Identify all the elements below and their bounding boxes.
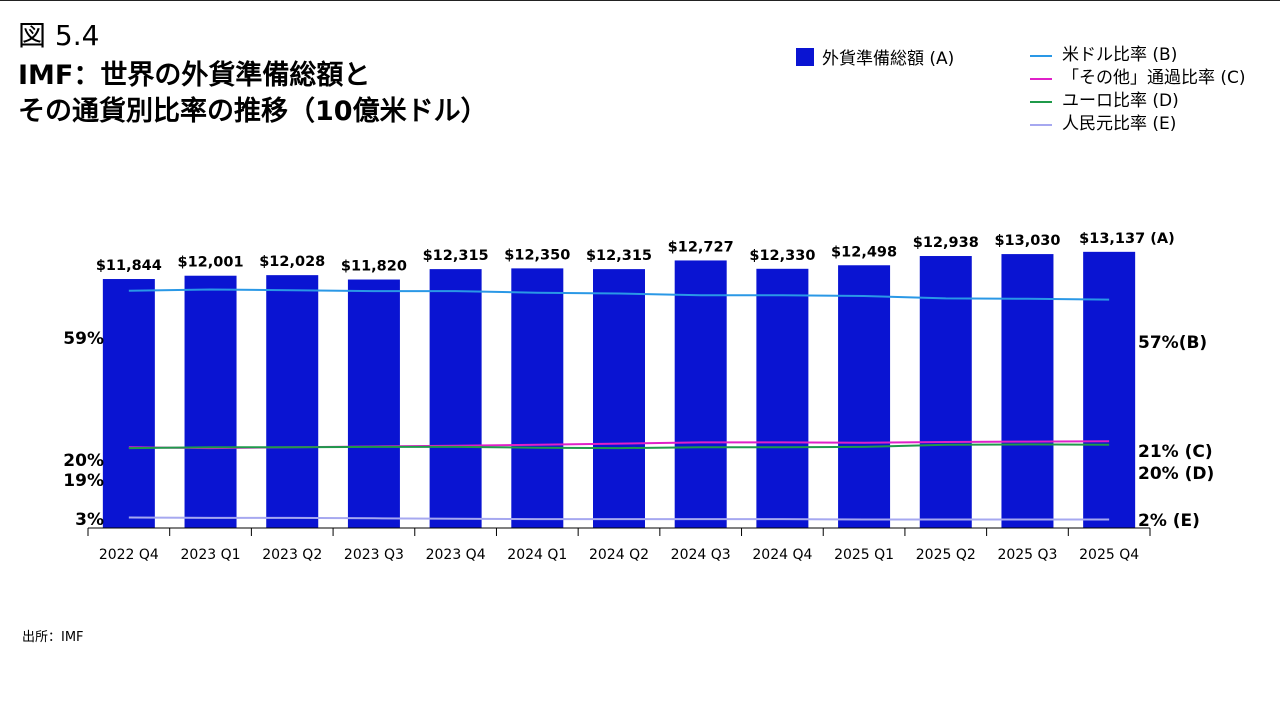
bar-value-label-4: $12,315: [423, 248, 489, 264]
x-tick-label-7: 2024 Q3: [671, 547, 731, 563]
legend-item-euro: ユーロ比率 (D): [1030, 90, 1246, 113]
line-start-label-euro: 19%: [63, 471, 104, 491]
x-tick-label-5: 2024 Q1: [507, 547, 567, 563]
bar-value-label-3: $11,820: [341, 259, 407, 275]
bar-value-label-0: $11,844: [96, 258, 162, 274]
bar-9: [838, 265, 891, 528]
legend-item-rmb: 人民元比率 (E): [1030, 113, 1246, 136]
line-series-rmb: [128, 516, 1110, 521]
chart-title: IMF：世界の外貨準備総額と その通貨別比率の推移（10億米ドル）: [18, 58, 488, 130]
bar-1: [184, 275, 237, 528]
bar-8: [756, 268, 809, 528]
x-tick-label-0: 2022 Q4: [99, 547, 159, 563]
bar-4: [429, 269, 482, 528]
line-end-label-usd: 57%(B): [1138, 333, 1207, 353]
legend-label-total-reserves: 外貨準備総額 (A): [822, 49, 955, 69]
legend-swatch-euro: [1030, 100, 1052, 103]
bar-6: [593, 269, 645, 528]
bar-value-label-10: $12,938: [913, 235, 979, 251]
bar-value-label-1: $12,001: [178, 255, 244, 271]
x-tick-label-3: 2023 Q3: [344, 547, 404, 563]
line-end-label-euro: 20% (D): [1138, 464, 1214, 484]
bar-0: [102, 279, 155, 528]
x-tick-label-10: 2025 Q2: [916, 547, 976, 563]
legend-label-other: 「その他」通過比率 (C): [1062, 68, 1246, 88]
legend-swatch-usd: [1030, 54, 1052, 57]
bar-value-label-7: $12,727: [668, 239, 734, 255]
bar-7: [674, 260, 727, 528]
bar-value-label-6: $12,315: [586, 248, 652, 264]
chart-title-line-1: IMF：世界の外貨準備総額と: [18, 60, 371, 91]
legend-swatch-rmb: [1030, 123, 1052, 126]
line-start-label-usd: 59%: [63, 329, 104, 349]
legend-label-usd: 米ドル比率 (B): [1062, 45, 1178, 65]
top-rule: [0, 0, 1280, 1]
source-note: 出所：IMF: [22, 630, 84, 645]
line-end-label-other: 21% (C): [1138, 442, 1213, 462]
bar-value-label-2: $12,028: [259, 254, 325, 270]
bar-value-label-11: $13,030: [994, 233, 1060, 249]
bar-value-label-8: $12,330: [749, 248, 815, 264]
legend-item-usd: 米ドル比率 (B): [1030, 44, 1246, 67]
x-tick-label-1: 2023 Q1: [181, 547, 241, 563]
bar-11: [1001, 254, 1054, 529]
legend-item-total-reserves: 外貨準備総額 (A): [796, 44, 954, 69]
bar-10: [919, 256, 972, 528]
line-start-label-other: 20%: [63, 451, 104, 471]
bar-3: [347, 279, 400, 528]
x-tick-label-2: 2023 Q2: [262, 547, 322, 563]
bar-5: [511, 268, 564, 528]
bar-value-label-5: $12,350: [504, 247, 570, 263]
legend-label-rmb: 人民元比率 (E): [1062, 114, 1177, 134]
x-tick-label-4: 2023 Q4: [426, 547, 486, 563]
line-series-euro: [128, 443, 1110, 450]
legend-label-euro: ユーロ比率 (D): [1062, 91, 1179, 111]
line-end-label-rmb: 2% (E): [1138, 511, 1200, 531]
bar-12: [1083, 251, 1136, 528]
legend-swatch-bar: [796, 47, 814, 66]
legend-swatch-other: [1030, 77, 1052, 80]
x-tick-label-11: 2025 Q3: [997, 547, 1057, 563]
x-tick-label-9: 2025 Q1: [834, 547, 894, 563]
figure-label: 図 5.4: [18, 19, 100, 52]
bar-value-label-9: $12,498: [831, 244, 897, 260]
bar-2: [266, 275, 319, 528]
legend-lines: 米ドル比率 (B) 「その他」通過比率 (C) ユーロ比率 (D) 人民元比率 …: [1030, 44, 1246, 136]
line-series-usd: [128, 288, 1110, 301]
chart-title-line-2: その通貨別比率の推移（10億米ドル）: [18, 96, 488, 127]
x-tick-label-6: 2024 Q2: [589, 547, 649, 563]
x-tick-label-12: 2025 Q4: [1079, 547, 1139, 563]
bar-value-label-12: $13,137 (A): [1079, 231, 1175, 247]
x-tick-label-8: 2024 Q4: [752, 547, 812, 563]
legend-item-other: 「その他」通過比率 (C): [1030, 67, 1246, 90]
line-start-label-rmb: 3%: [75, 510, 104, 530]
